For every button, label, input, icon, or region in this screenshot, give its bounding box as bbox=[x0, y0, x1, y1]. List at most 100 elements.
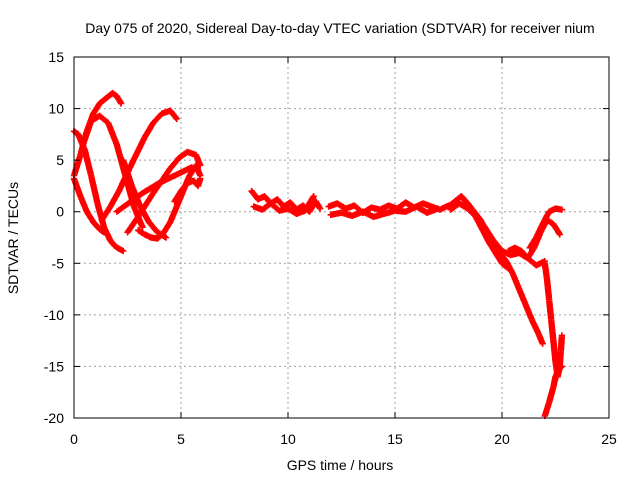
x-tick-label: 0 bbox=[70, 431, 78, 447]
data-point-fill bbox=[546, 385, 557, 405]
data-point-fill bbox=[137, 204, 152, 224]
series-cluster-b bbox=[250, 193, 317, 217]
data-point-fill bbox=[461, 197, 473, 209]
data-point-fill bbox=[510, 271, 522, 291]
data-point bbox=[310, 193, 317, 200]
data-point bbox=[100, 229, 108, 236]
data-point-fill bbox=[136, 227, 147, 237]
series-cluster-d bbox=[327, 203, 441, 221]
series-arc-10 bbox=[171, 175, 204, 205]
grid-lines bbox=[74, 57, 609, 418]
data-point-fill bbox=[150, 178, 165, 196]
data-point-fill bbox=[499, 260, 511, 271]
data-point-fill bbox=[117, 246, 125, 254]
data-point-fill bbox=[91, 219, 102, 232]
data-point-fill bbox=[546, 297, 555, 322]
data-point-fill bbox=[112, 243, 122, 252]
data-point bbox=[173, 115, 180, 123]
series-arc-13 bbox=[460, 196, 512, 272]
data-point-fill bbox=[555, 366, 563, 374]
data-point-fill bbox=[142, 191, 156, 209]
x-tick-label: 20 bbox=[494, 431, 510, 447]
series-arc-16 bbox=[541, 260, 566, 380]
data-point-fill bbox=[97, 95, 109, 106]
x-tick-label: 10 bbox=[280, 431, 296, 447]
series-arc-11 bbox=[445, 193, 546, 347]
data-point bbox=[558, 332, 566, 339]
data-point bbox=[505, 265, 512, 272]
plot-frame bbox=[73, 56, 610, 419]
axis-ticks: 0 5 10 15 20 25 15 10 5 0 -5 -10 -15 -20 bbox=[44, 49, 617, 447]
series-arc-9 bbox=[120, 156, 170, 241]
series-arc-7 bbox=[124, 148, 204, 236]
data-point-fill bbox=[557, 364, 565, 371]
y-tick-label: -20 bbox=[44, 410, 64, 426]
x-tick-label: 15 bbox=[387, 431, 403, 447]
data-point bbox=[162, 234, 170, 241]
data-point-fill bbox=[99, 204, 113, 222]
data-point-fill bbox=[497, 251, 509, 264]
series-arc-5 bbox=[98, 107, 180, 224]
y-tick-label: 0 bbox=[56, 204, 64, 220]
data-point-fill bbox=[541, 261, 550, 281]
data-point-fill bbox=[151, 111, 164, 126]
data-point bbox=[120, 247, 127, 255]
data-point-fill bbox=[107, 189, 122, 209]
data-point-fill bbox=[178, 180, 190, 194]
data-point-fill bbox=[142, 121, 156, 140]
data-point-fill bbox=[482, 225, 496, 243]
chart-title: Day 075 of 2020, Sidereal Day-to-day VTE… bbox=[85, 20, 594, 36]
data-points bbox=[70, 89, 566, 420]
x-axis-label: GPS time / hours bbox=[287, 457, 394, 473]
data-point-fill bbox=[97, 113, 111, 126]
data-point-fill bbox=[548, 318, 557, 343]
data-point bbox=[117, 100, 125, 107]
data-point-fill bbox=[446, 199, 458, 209]
data-point-fill bbox=[108, 238, 117, 248]
data-point-fill bbox=[159, 166, 173, 183]
series-arc-15 bbox=[526, 205, 566, 252]
data-point-fill bbox=[123, 197, 136, 208]
y-tick-label: 5 bbox=[56, 152, 64, 168]
y-tick-label: 15 bbox=[48, 49, 64, 65]
series-arc-17 bbox=[541, 363, 566, 420]
y-tick-label: -10 bbox=[44, 307, 64, 323]
data-point-fill bbox=[105, 121, 120, 147]
data-point-fill bbox=[522, 302, 535, 322]
data-point-fill bbox=[110, 90, 119, 99]
y-axis-label: SDTVAR / TECUs bbox=[5, 182, 21, 294]
y-tick-label: 10 bbox=[48, 101, 64, 117]
data-point-fill bbox=[516, 287, 529, 307]
x-tick-label: 25 bbox=[601, 431, 617, 447]
data-point-fill bbox=[120, 158, 135, 188]
data-point-fill bbox=[167, 204, 180, 224]
data-point-fill bbox=[491, 238, 505, 253]
data-point bbox=[539, 340, 546, 347]
data-point-fill bbox=[82, 119, 94, 142]
data-point-fill bbox=[125, 218, 139, 235]
data-point-fill bbox=[77, 194, 90, 214]
data-point bbox=[558, 206, 566, 213]
data-point bbox=[434, 205, 441, 212]
x-tick-label: 5 bbox=[177, 431, 185, 447]
data-point-fill bbox=[168, 108, 179, 121]
y-tick-label: -15 bbox=[44, 358, 64, 374]
data-point-fill bbox=[552, 369, 561, 379]
data-point bbox=[316, 205, 324, 212]
data-point-fill bbox=[71, 153, 84, 178]
data-point bbox=[556, 231, 563, 238]
y-tick-label: -5 bbox=[52, 255, 65, 271]
data-point-fill bbox=[527, 235, 539, 250]
data-point-fill bbox=[114, 203, 128, 214]
data-point bbox=[139, 223, 146, 231]
data-point-fill bbox=[146, 220, 160, 235]
data-point-fill bbox=[88, 174, 101, 206]
data-point-fill bbox=[129, 184, 143, 209]
data-point-fill bbox=[543, 277, 553, 301]
data-point-fill bbox=[97, 226, 107, 235]
data-point bbox=[197, 175, 204, 182]
data-point-fill bbox=[168, 156, 182, 171]
data-point-fill bbox=[302, 194, 317, 213]
data-point-fill bbox=[133, 135, 148, 157]
